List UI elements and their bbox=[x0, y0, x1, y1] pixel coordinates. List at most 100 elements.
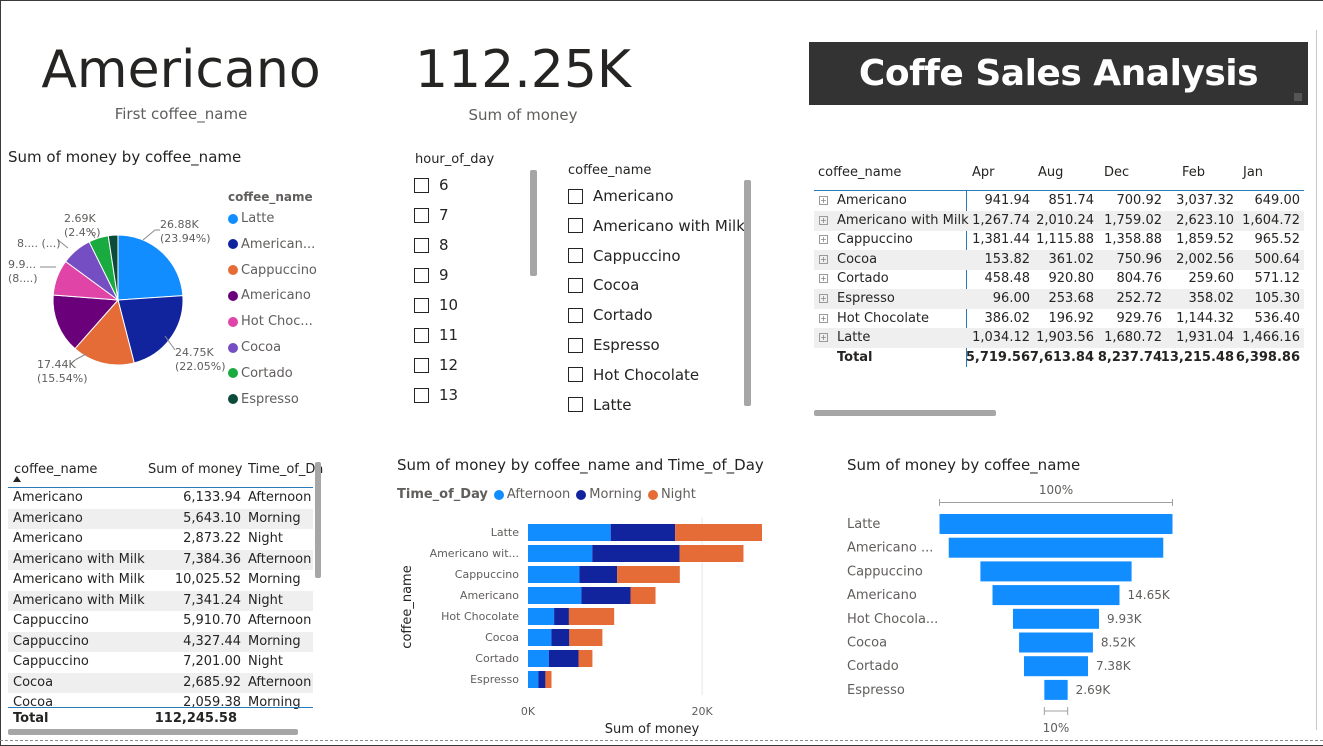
table-row[interactable]: Americano with Milk 7,341.24 Night bbox=[8, 590, 313, 611]
funnel-bar-cappuccino[interactable] bbox=[980, 561, 1132, 582]
checkbox-icon[interactable] bbox=[414, 387, 429, 403]
table-row[interactable]: Cappuccino 4,327.44 Morning bbox=[8, 631, 313, 652]
table-row[interactable]: Cocoa 2,059.38 Morning bbox=[8, 693, 313, 713]
hour-option-6[interactable]: 6 bbox=[414, 176, 449, 194]
matrix-header-jan[interactable]: Jan bbox=[1243, 165, 1264, 180]
coffee-option-hot-chocolate[interactable]: Hot Chocolate bbox=[568, 366, 699, 384]
bar-segment-morning[interactable] bbox=[581, 587, 631, 604]
matrix-header-coffee-name[interactable]: coffee_name bbox=[818, 165, 902, 180]
matrix-header-dec[interactable]: Dec bbox=[1104, 165, 1130, 180]
stacked-bar-chart[interactable]: Latte Americano wit... Cappuccino Americano… bbox=[390, 505, 790, 740]
pie-slice-latte[interactable] bbox=[117, 234, 184, 301]
matrix-row[interactable]: + Cappuccino 1,381.44 1,115.88 1,358.88 1,859… bbox=[814, 230, 1304, 250]
pie-slice-cappuccino[interactable] bbox=[74, 298, 135, 366]
funnel-bar-latte[interactable] bbox=[939, 514, 1173, 534]
pie-legend-item-0[interactable]: Latte bbox=[228, 211, 274, 226]
funnel-bar-cortado[interactable] bbox=[1024, 656, 1088, 677]
checkbox-icon[interactable] bbox=[568, 248, 583, 264]
funnel-bar-hot-chocola[interactable] bbox=[1012, 608, 1100, 629]
hour-option-13[interactable]: 13 bbox=[414, 386, 458, 404]
pie-slice-espresso[interactable] bbox=[107, 234, 119, 301]
matrix-header-apr[interactable]: Apr bbox=[972, 165, 995, 180]
checkbox-icon[interactable] bbox=[568, 367, 583, 383]
matrix-horizontal-scrollbar[interactable] bbox=[814, 410, 996, 416]
checkbox-icon[interactable] bbox=[568, 188, 583, 204]
matrix-row[interactable]: + Cocoa 153.82 361.02 750.96 2,002.56 500.64 bbox=[814, 249, 1304, 270]
matrix-row[interactable]: + Latte 1,034.12 1,903.56 1,680.72 1,931.04 1,… bbox=[814, 328, 1304, 349]
expand-plus-icon[interactable]: + bbox=[819, 313, 828, 323]
bar-segment-morning[interactable] bbox=[579, 566, 618, 583]
coffee-option-americano[interactable]: Americano bbox=[568, 187, 674, 205]
funnel-bar-americano[interactable] bbox=[992, 585, 1120, 606]
table-row[interactable]: Americano with Milk 10,025.52 Morning bbox=[8, 570, 313, 590]
matrix-row[interactable]: + Americano with Milk 1,267.74 2,010.24 1,75… bbox=[814, 210, 1304, 231]
bar-segment-morning[interactable] bbox=[548, 650, 579, 667]
hour-option-11[interactable]: 11 bbox=[414, 326, 458, 344]
bar-segment-afternoon[interactable] bbox=[528, 566, 580, 583]
bar-segment-night[interactable] bbox=[617, 566, 680, 583]
expand-plus-icon[interactable]: + bbox=[819, 333, 828, 343]
funnel-bar-espresso[interactable] bbox=[1044, 679, 1068, 700]
checkbox-icon[interactable] bbox=[568, 218, 583, 234]
pie-legend-item-5[interactable]: Cocoa bbox=[228, 340, 281, 355]
expand-plus-icon[interactable]: + bbox=[819, 235, 828, 245]
coffee-option-cappuccino[interactable]: Cappuccino bbox=[568, 247, 681, 265]
first-coffee-card-value[interactable]: Americano bbox=[41, 40, 321, 100]
expand-plus-icon[interactable]: + bbox=[819, 215, 828, 225]
table-header-time-of-da[interactable]: Time_of_Da bbox=[248, 462, 324, 477]
table-row[interactable]: Americano 6,133.94 Afternoon bbox=[8, 488, 313, 508]
hour-option-9[interactable]: 9 bbox=[414, 266, 449, 284]
checkbox-icon[interactable] bbox=[414, 327, 429, 343]
checkbox-icon[interactable] bbox=[414, 267, 429, 283]
bar-segment-morning[interactable] bbox=[551, 629, 570, 646]
bar-segment-afternoon[interactable] bbox=[528, 524, 611, 541]
bar-segment-afternoon[interactable] bbox=[528, 650, 549, 667]
checkbox-icon[interactable] bbox=[414, 177, 429, 193]
matrix-header-feb[interactable]: Feb bbox=[1182, 165, 1206, 180]
sum-money-card-value[interactable]: 112.25K bbox=[414, 40, 632, 100]
bar-segment-afternoon[interactable] bbox=[528, 587, 582, 604]
bar-segment-night[interactable] bbox=[578, 650, 593, 667]
checkbox-icon[interactable] bbox=[568, 307, 583, 323]
table-row[interactable]: Cappuccino 5,910.70 Afternoon bbox=[8, 611, 313, 631]
bar-segment-night[interactable] bbox=[569, 629, 603, 646]
table-row[interactable]: Cocoa 2,685.92 Afternoon bbox=[8, 672, 313, 693]
coffee-option-latte[interactable]: Latte bbox=[568, 396, 632, 414]
table-row[interactable]: Americano 5,643.10 Morning bbox=[8, 508, 313, 529]
bar-segment-afternoon[interactable] bbox=[528, 671, 539, 688]
hour-option-7[interactable]: 7 bbox=[414, 206, 449, 224]
table-row[interactable]: Cappuccino 7,201.00 Night bbox=[8, 652, 313, 672]
table-row[interactable]: Americano 2,873.22 Night bbox=[8, 529, 313, 549]
matrix-row[interactable]: + Americano 941.94 851.74 700.92 3,037.32 649.… bbox=[814, 191, 1304, 211]
expand-plus-icon[interactable]: + bbox=[819, 274, 828, 284]
pie-legend-item-1[interactable]: American... bbox=[228, 237, 315, 252]
funnel-bar-cocoa[interactable] bbox=[1019, 632, 1093, 653]
pie-chart[interactable] bbox=[0, 170, 400, 400]
bar-segment-afternoon[interactable] bbox=[528, 608, 555, 625]
table-header-coffee-name[interactable]: coffee_name bbox=[14, 462, 98, 477]
checkbox-icon[interactable] bbox=[568, 337, 583, 353]
bar-segment-afternoon[interactable] bbox=[528, 629, 552, 646]
bar-segment-afternoon[interactable] bbox=[528, 545, 593, 562]
matrix-row[interactable]: + Espresso 96.00 253.68 252.72 358.02 105.30 bbox=[814, 289, 1304, 309]
funnel-chart[interactable]: 100% Latte Americano ... Cappuccino American… bbox=[840, 478, 1310, 740]
expand-plus-icon[interactable]: + bbox=[819, 254, 828, 264]
coffee-option-americano-with-milk[interactable]: Americano with Milk bbox=[568, 217, 745, 235]
stacked-legend-afternoon[interactable]: Afternoon bbox=[506, 487, 571, 502]
hour-option-8[interactable]: 8 bbox=[414, 236, 449, 254]
bar-segment-morning[interactable] bbox=[592, 545, 680, 562]
matrix-row[interactable]: + Hot Chocolate 386.02 196.92 929.76 1,144.32… bbox=[814, 309, 1304, 329]
hour-option-10[interactable]: 10 bbox=[414, 296, 458, 314]
stacked-legend-morning[interactable]: Morning bbox=[589, 487, 642, 502]
pie-slice-americano[interactable] bbox=[52, 294, 120, 350]
checkbox-icon[interactable] bbox=[414, 297, 429, 313]
coffee-option-cortado[interactable]: Cortado bbox=[568, 306, 653, 324]
coffee-slicer-scrollbar[interactable] bbox=[744, 180, 751, 406]
bar-segment-night[interactable] bbox=[545, 671, 552, 688]
checkbox-icon[interactable] bbox=[414, 207, 429, 223]
checkbox-icon[interactable] bbox=[568, 397, 583, 413]
bar-segment-night[interactable] bbox=[679, 545, 744, 562]
hour-option-12[interactable]: 12 bbox=[414, 356, 458, 374]
table-row[interactable]: Americano with Milk 7,384.36 Afternoon bbox=[8, 549, 313, 570]
coffee-option-espresso[interactable]: Espresso bbox=[568, 336, 660, 354]
